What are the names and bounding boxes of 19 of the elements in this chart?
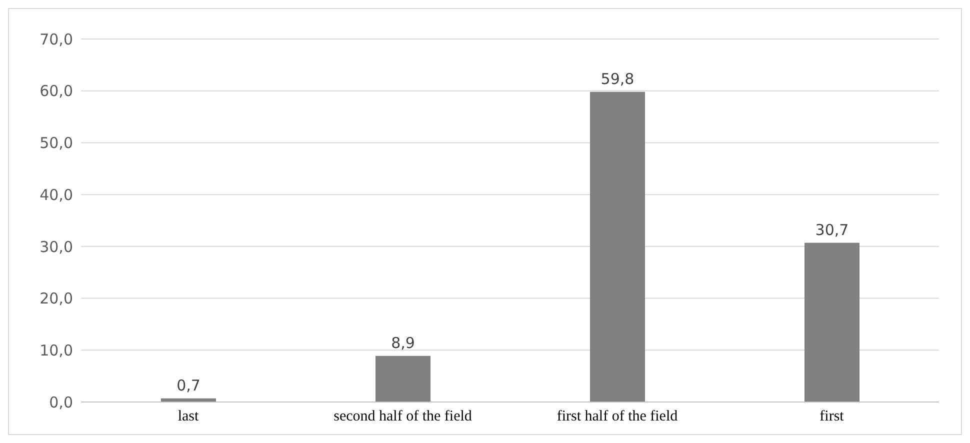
- data-label: 8,9: [391, 334, 415, 352]
- data-label: 30,7: [815, 220, 849, 239]
- y-tick-label: 20,0: [40, 290, 73, 308]
- y-tick-label: 50,0: [40, 134, 73, 152]
- y-tick-label: 60,0: [40, 82, 73, 100]
- x-tick-label: second half of the field: [334, 408, 472, 425]
- y-tick-label: 10,0: [40, 341, 73, 360]
- data-label: 0,7: [176, 376, 200, 394]
- y-tick-label: 70,0: [40, 30, 73, 48]
- data-label: 59,8: [600, 70, 634, 88]
- x-tick-label: first: [820, 408, 845, 425]
- bar: [376, 356, 430, 402]
- bar: [804, 242, 860, 402]
- y-tick-label: 40,0: [40, 186, 73, 204]
- y-tick-label: 30,0: [40, 238, 73, 256]
- y-tick-label: 0,0: [49, 393, 73, 412]
- x-tick-label: last: [178, 408, 200, 425]
- bar: [590, 92, 645, 402]
- x-tick-label: first half of the field: [556, 408, 678, 425]
